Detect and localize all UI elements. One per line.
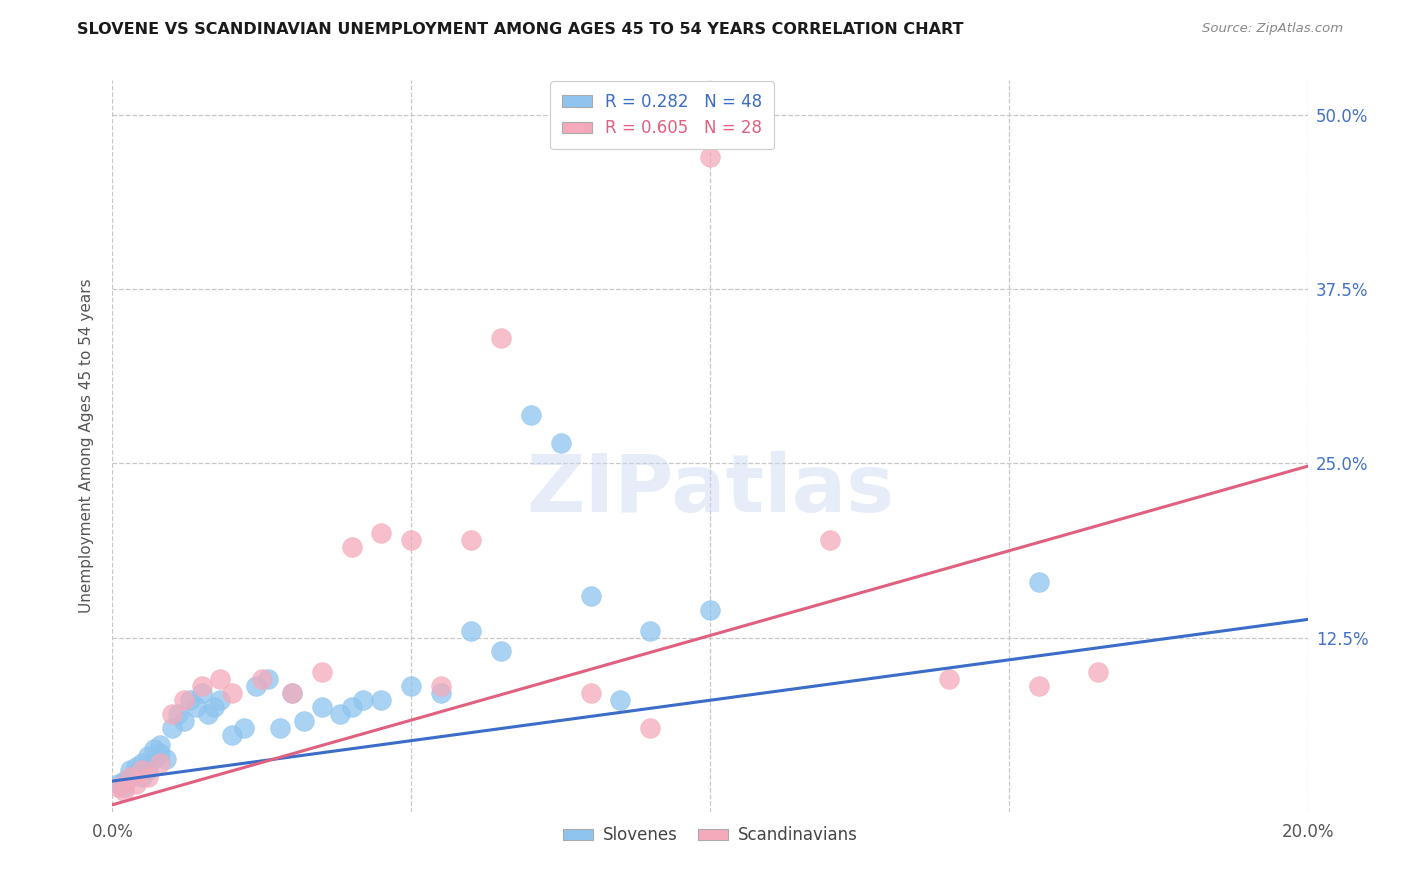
Point [131, 756, 153, 770]
Point [311, 665, 333, 680]
Point [1087, 665, 1109, 680]
Point [1028, 574, 1050, 589]
Point [125, 760, 148, 774]
Point [250, 673, 273, 687]
Point [340, 540, 363, 554]
Legend: Slovenes, Scandinavians: Slovenes, Scandinavians [555, 820, 865, 851]
Point [245, 679, 267, 693]
Point [173, 693, 195, 707]
Point [609, 693, 631, 707]
Text: Source: ZipAtlas.com: Source: ZipAtlas.com [1202, 22, 1343, 36]
Point [155, 752, 177, 766]
Point [579, 686, 602, 700]
Point [460, 624, 482, 638]
Point [329, 707, 352, 722]
Point [1028, 679, 1050, 693]
Point [173, 714, 195, 728]
Point [125, 777, 148, 791]
Point [120, 763, 142, 777]
Point [401, 679, 423, 693]
Point [125, 765, 148, 780]
Point [269, 721, 291, 735]
Point [167, 707, 190, 722]
Point [699, 150, 721, 164]
Point [699, 603, 721, 617]
Point [202, 700, 225, 714]
Point [114, 780, 135, 794]
Point [430, 686, 453, 700]
Point [191, 679, 214, 693]
Point [640, 624, 662, 638]
Point [149, 746, 172, 760]
Point [131, 770, 153, 784]
Point [138, 770, 160, 784]
Point [579, 589, 602, 603]
Point [640, 721, 662, 735]
Point [489, 644, 512, 658]
Point [209, 693, 232, 707]
Point [138, 749, 160, 764]
Point [138, 763, 160, 777]
Point [353, 693, 375, 707]
Point [430, 679, 453, 693]
Point [191, 686, 214, 700]
Point [114, 784, 135, 798]
Text: SLOVENE VS SCANDINAVIAN UNEMPLOYMENT AMONG AGES 45 TO 54 YEARS CORRELATION CHART: SLOVENE VS SCANDINAVIAN UNEMPLOYMENT AMO… [77, 22, 965, 37]
Point [520, 408, 543, 422]
Point [149, 738, 172, 752]
Point [281, 686, 304, 700]
Point [131, 763, 153, 777]
Point [550, 435, 572, 450]
Point [938, 673, 960, 687]
Point [162, 707, 183, 722]
Point [120, 770, 142, 784]
Point [143, 742, 166, 756]
Point [197, 707, 219, 722]
Point [209, 673, 232, 687]
Point [340, 700, 363, 714]
Point [281, 686, 304, 700]
Point [221, 728, 243, 742]
Point [818, 533, 841, 547]
Point [489, 331, 512, 345]
Point [186, 700, 208, 714]
Point [179, 693, 201, 707]
Point [162, 721, 183, 735]
Point [460, 533, 482, 547]
Text: ZIPatlas: ZIPatlas [526, 450, 894, 529]
Point [370, 693, 392, 707]
Point [401, 533, 423, 547]
Point [107, 777, 129, 791]
Point [257, 673, 280, 687]
Point [311, 700, 333, 714]
Point [143, 752, 166, 766]
Point [233, 721, 256, 735]
Point [292, 714, 315, 728]
Y-axis label: Unemployment Among Ages 45 to 54 years: Unemployment Among Ages 45 to 54 years [79, 278, 94, 614]
Point [120, 770, 142, 784]
Point [149, 756, 172, 770]
Point [107, 780, 129, 794]
Point [221, 686, 243, 700]
Point [114, 774, 135, 789]
Point [370, 526, 392, 541]
